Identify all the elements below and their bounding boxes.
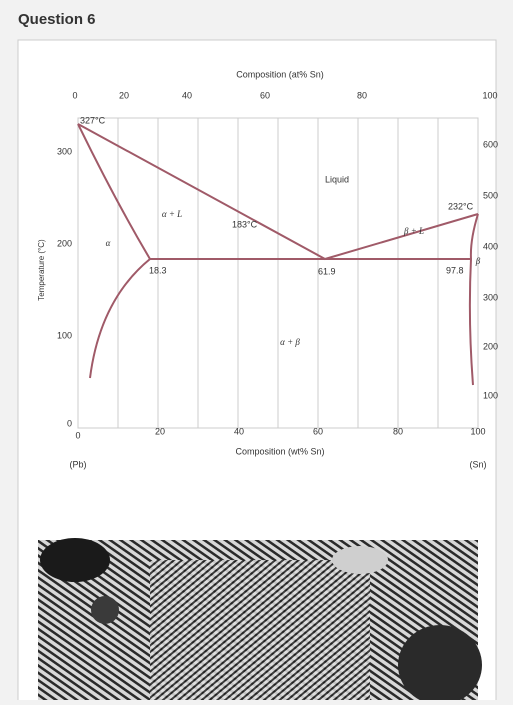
top-axis-title: Composition (at% Sn) <box>236 69 324 79</box>
annotations: 327°C 232°C 183°C 18.3 61.9 97.8 Liquid … <box>80 115 481 347</box>
top-tick: 0 <box>72 90 77 100</box>
region-label: α + L <box>162 209 182 219</box>
bottom-tick: 80 <box>393 426 403 436</box>
bottom-tick: 60 <box>313 426 323 436</box>
question-title: Question 6 <box>18 11 96 28</box>
end-label: (Sn) <box>469 459 486 469</box>
left-tick: 100 <box>57 330 72 340</box>
annotation: 61.9 <box>318 266 336 276</box>
left-axis-title: Temperature (°C) <box>37 239 46 301</box>
top-tick: 20 <box>119 90 129 100</box>
top-tick: 80 <box>357 90 367 100</box>
left-tick: 200 <box>57 238 72 248</box>
top-tick: 60 <box>260 90 270 100</box>
annotation: 327°C <box>80 115 106 125</box>
region-label: Liquid <box>325 174 349 184</box>
phase-lines <box>77 123 479 386</box>
axis-labels: Composition (at% Sn) 0 20 40 60 80 100 0… <box>37 69 498 469</box>
end-label: (Pb) <box>69 459 86 469</box>
region-label: β <box>475 256 481 266</box>
annotation: 183°C <box>232 219 258 229</box>
bottom-tick: 40 <box>234 426 244 436</box>
left-tick: 0 <box>67 418 72 428</box>
annotation: 97.8 <box>446 265 464 275</box>
bottom-tick: 0 <box>75 430 80 440</box>
bottom-axis-title: Composition (wt% Sn) <box>235 446 324 456</box>
right-tick: 600 <box>483 139 498 149</box>
right-tick: 100 <box>483 390 498 400</box>
micrograph <box>38 538 482 705</box>
annotation: 18.3 <box>149 265 167 275</box>
region-label: β + L <box>403 226 424 236</box>
right-tick: 400 <box>483 241 498 251</box>
bottom-tick: 100 <box>470 426 485 436</box>
annotation: 232°C <box>448 201 474 211</box>
right-tick: 300 <box>483 292 498 302</box>
region-label: α + β <box>280 337 300 347</box>
right-tick: 200 <box>483 341 498 351</box>
phase-diagram <box>77 117 479 429</box>
left-tick: 300 <box>57 146 72 156</box>
top-tick: 100 <box>482 90 497 100</box>
right-tick: 500 <box>483 190 498 200</box>
bottom-tick: 20 <box>155 426 165 436</box>
region-label: α <box>106 238 111 248</box>
top-tick: 40 <box>182 90 192 100</box>
